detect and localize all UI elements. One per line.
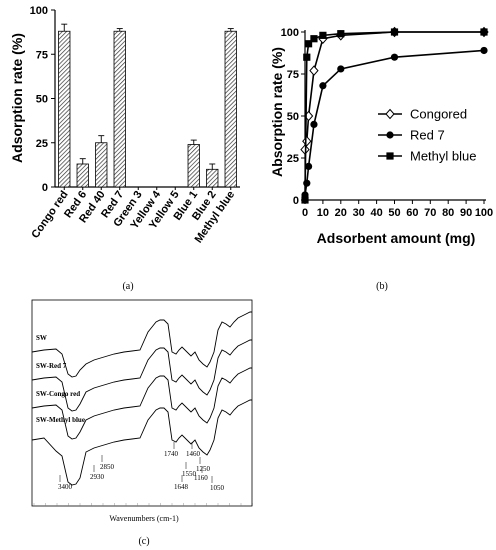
data-point — [480, 28, 488, 36]
bar — [113, 30, 126, 188]
spectrum-label: SW-Methyl blue — [36, 416, 85, 424]
peak-label: 1160 — [194, 474, 208, 482]
x-tick-label: 80 — [442, 207, 454, 219]
peak-label: 2850 — [100, 463, 115, 471]
data-point — [310, 35, 318, 43]
peak-label: 1460 — [186, 450, 201, 458]
peak-label: 1740 — [164, 450, 179, 458]
legend-marker — [385, 108, 395, 120]
data-point — [303, 179, 311, 187]
y-tick-label: 25 — [36, 138, 48, 150]
y-axis-label: Adsorption rate (%) — [9, 33, 25, 163]
data-point — [337, 30, 345, 38]
peak-label: 1550 — [182, 470, 197, 478]
x-tick-label: 30 — [353, 207, 365, 219]
data-point — [304, 40, 313, 48]
data-point — [303, 53, 311, 61]
bar — [95, 142, 108, 188]
series-line — [304, 31, 484, 150]
y-tick-label: 100 — [30, 5, 48, 17]
panel-label-c-text: (c) — [138, 536, 149, 547]
spectrum-line — [31, 367, 252, 440]
legend-marker — [386, 131, 394, 139]
x-tick-label: 20 — [335, 207, 347, 219]
y-tick-label: 0 — [42, 182, 48, 194]
y-tick-label: 50 — [287, 111, 299, 123]
ir-spectrum-chart: SW SW-Red 7 SW-Congo red SW-Methyl blue 3400… — [31, 299, 253, 523]
x-tick-label: 90 — [460, 207, 472, 219]
peak-label: 1648 — [174, 483, 189, 491]
panel-label-a-text: (a) — [122, 281, 133, 292]
x-tick-label: 60 — [406, 207, 418, 219]
y-tick-label: 50 — [36, 94, 48, 106]
x-tick-label: 50 — [388, 207, 400, 219]
panel-label-a-holder: (a) — [122, 281, 133, 292]
x-tick-label: 10 — [317, 207, 329, 219]
spectrum-label: SW-Congo red — [36, 390, 80, 398]
panel-label-b-holder: (b) — [376, 281, 388, 292]
legend-label: Red 7 — [410, 128, 445, 143]
data-point — [302, 135, 312, 147]
y-tick-label: 75 — [36, 49, 48, 61]
data-point — [390, 53, 399, 61]
spectrum-line — [31, 399, 252, 486]
data-point — [480, 46, 488, 55]
peak-label: 1050 — [210, 484, 225, 492]
y-tick-label: 25 — [287, 153, 299, 165]
spectrum-line — [31, 339, 252, 412]
data-point — [319, 31, 327, 39]
bar — [224, 30, 237, 188]
peak-label: 1250 — [196, 465, 211, 473]
data-point — [337, 65, 345, 73]
bar — [187, 144, 200, 188]
plot-frame — [31, 299, 253, 507]
y-tick-label: 75 — [287, 69, 299, 81]
data-point — [390, 28, 399, 36]
data-point — [301, 196, 309, 204]
x-tick-label: 0 — [302, 207, 308, 219]
legend-marker — [386, 152, 394, 160]
y-tick-label: 0 — [293, 195, 299, 207]
peak-label: 3400 — [58, 483, 73, 491]
y-tick-label: 100 — [281, 27, 299, 39]
x-axis-label: Adsorbent amount (mg) — [317, 230, 476, 246]
panel-label-c-holder: (c) — [138, 536, 149, 547]
bar — [58, 30, 71, 188]
x-tick-label: 40 — [370, 207, 382, 219]
spectrum-label: SW-Red 7 — [36, 362, 67, 370]
x-tick-label: 100 — [475, 207, 493, 219]
y-axis-label: Absorption rate (%) — [269, 47, 285, 177]
x-tick-label: 70 — [424, 207, 436, 219]
bar — [76, 163, 89, 188]
peak-label: 2930 — [90, 473, 105, 481]
legend-label: Congored — [410, 107, 467, 122]
panel-label-b-text: (b) — [376, 281, 388, 292]
data-point — [309, 65, 319, 76]
data-point — [304, 162, 313, 170]
series-line — [304, 49, 485, 196]
spectrum-line — [31, 311, 252, 378]
bar — [206, 168, 219, 188]
data-point — [319, 82, 327, 90]
data-point — [310, 120, 318, 128]
line-chart: Absorption rate (%) Adsorbent amount (mg… — [269, 26, 493, 246]
legend-label: Methyl blue — [410, 149, 476, 164]
x-axis-label: Wavenumbers (cm-1) — [109, 514, 179, 523]
spectrum-label: SW — [36, 334, 47, 342]
